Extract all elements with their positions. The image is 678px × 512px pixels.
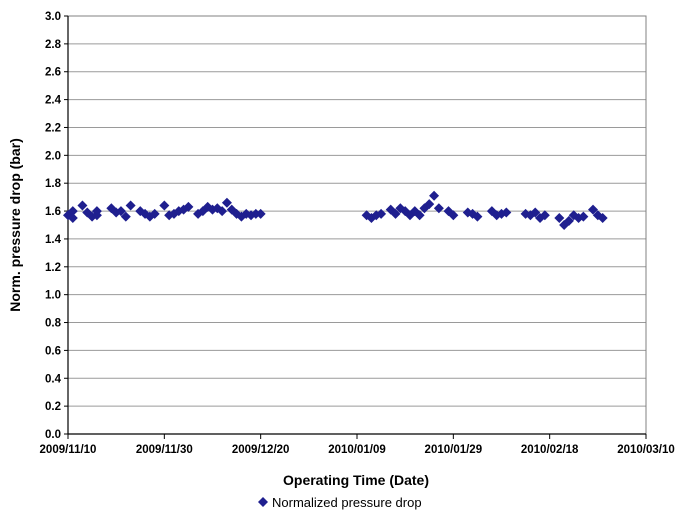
- x-tick-label: 2010/02/18: [521, 444, 579, 456]
- data-point: [414, 210, 425, 221]
- data-point: [501, 207, 512, 218]
- data-point: [125, 200, 136, 211]
- y-tick-label: 2.8: [45, 39, 62, 51]
- x-axis-title: Operating Time (Date): [283, 472, 429, 488]
- data-point: [91, 210, 102, 221]
- y-tick-label: 1.6: [45, 206, 61, 218]
- y-axis-title: Norm. pressure drop (bar): [7, 138, 23, 311]
- data-point: [159, 200, 170, 211]
- legend-marker: [258, 497, 268, 507]
- x-tick-label: 2009/11/30: [136, 444, 193, 456]
- y-tick-label: 1.0: [45, 290, 61, 302]
- y-tick-label: 3.0: [45, 11, 61, 23]
- x-tick-label: 2009/11/10: [40, 444, 97, 456]
- data-points: [63, 190, 608, 230]
- y-tick-label: 1.4: [45, 234, 62, 246]
- y-tick-label: 1.2: [45, 262, 61, 274]
- y-tick-label: 0.6: [45, 345, 61, 357]
- y-axis-ticks: 0.0 0.2 0.4 0.6 0.8 1.0 1.2 1.4 1.6 1.8 2.0 2.2 2.4 2…: [45, 11, 68, 441]
- data-point: [183, 201, 194, 212]
- data-point: [424, 199, 435, 210]
- y-tick-label: 0.8: [45, 318, 62, 330]
- data-point: [217, 206, 228, 217]
- data-point: [149, 208, 160, 219]
- data-point: [530, 207, 541, 218]
- data-point: [390, 208, 401, 219]
- data-point: [77, 200, 88, 211]
- data-point: [578, 211, 589, 222]
- data-point: [221, 197, 232, 208]
- x-axis-ticks: 2009/11/10 2009/11/30 2009/12/20 2010/01/09…: [40, 434, 675, 456]
- data-point: [554, 213, 565, 224]
- data-point: [67, 206, 78, 217]
- data-point: [115, 206, 126, 217]
- y-tick-label: 1.8: [45, 178, 62, 190]
- y-tick-label: 2.0: [45, 150, 61, 162]
- y-tick-label: 0.2: [45, 401, 61, 413]
- y-tick-label: 2.2: [45, 122, 61, 134]
- grid-lines: [68, 15, 646, 407]
- data-point: [448, 210, 459, 221]
- legend-label: Normalized pressure drop: [272, 495, 422, 510]
- y-tick-label: 2.6: [45, 67, 61, 79]
- data-point: [429, 190, 440, 201]
- x-tick-label: 2009/12/20: [232, 444, 290, 456]
- data-point: [255, 208, 266, 219]
- x-tick-label: 2010/03/10: [617, 444, 675, 456]
- data-point: [539, 210, 550, 221]
- y-tick-label: 0.4: [45, 373, 62, 385]
- data-point: [376, 208, 387, 219]
- x-tick-label: 2010/01/29: [425, 444, 483, 456]
- data-point: [563, 215, 574, 226]
- data-point: [597, 213, 608, 224]
- y-tick-label: 2.4: [45, 95, 62, 107]
- x-tick-label: 2010/01/09: [328, 444, 386, 456]
- data-point: [67, 213, 78, 224]
- data-point: [433, 203, 444, 214]
- data-point: [588, 204, 599, 215]
- legend: Normalized pressure drop: [258, 495, 422, 510]
- data-point: [472, 211, 483, 222]
- data-point: [120, 211, 131, 222]
- y-tick-label: 0.0: [45, 429, 61, 441]
